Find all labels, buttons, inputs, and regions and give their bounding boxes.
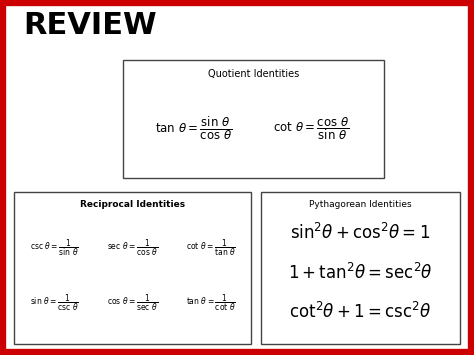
Text: $\sin^2\!\theta + \cos^2\!\theta = 1$: $\sin^2\!\theta + \cos^2\!\theta = 1$ xyxy=(290,223,430,243)
Text: REVIEW: REVIEW xyxy=(24,11,157,40)
Text: $\cot\,\theta = \dfrac{1}{\tan\,\theta}$: $\cot\,\theta = \dfrac{1}{\tan\,\theta}$ xyxy=(186,238,236,258)
Text: $\tan\,\theta = \dfrac{1}{\cot\,\theta}$: $\tan\,\theta = \dfrac{1}{\cot\,\theta}$ xyxy=(186,293,236,313)
FancyBboxPatch shape xyxy=(14,192,251,344)
FancyBboxPatch shape xyxy=(261,192,460,344)
Text: $\cot\,\theta = \dfrac{\cos\,\theta}{\sin\,\theta}$: $\cot\,\theta = \dfrac{\cos\,\theta}{\si… xyxy=(273,115,349,142)
Text: Reciprocal Identities: Reciprocal Identities xyxy=(80,200,185,208)
Text: $\tan\,\theta = \dfrac{\sin\,\theta}{\cos\,\theta}$: $\tan\,\theta = \dfrac{\sin\,\theta}{\co… xyxy=(155,115,232,142)
Text: $\cos\,\theta = \dfrac{1}{\sec\,\theta}$: $\cos\,\theta = \dfrac{1}{\sec\,\theta}$ xyxy=(107,293,158,313)
FancyBboxPatch shape xyxy=(123,60,384,178)
Text: $\cot^2\!\theta + 1 = \csc^2\!\theta$: $\cot^2\!\theta + 1 = \csc^2\!\theta$ xyxy=(289,302,431,322)
Text: $\csc\,\theta = \dfrac{1}{\sin\,\theta}$: $\csc\,\theta = \dfrac{1}{\sin\,\theta}$ xyxy=(30,238,79,258)
Text: Quotient Identities: Quotient Identities xyxy=(208,69,299,79)
Text: Pythagorean Identities: Pythagorean Identities xyxy=(309,200,411,208)
Text: $\sin\,\theta = \dfrac{1}{\csc\,\theta}$: $\sin\,\theta = \dfrac{1}{\csc\,\theta}$ xyxy=(30,293,79,313)
Text: $1 + \tan^2\!\theta = \sec^2\!\theta$: $1 + \tan^2\!\theta = \sec^2\!\theta$ xyxy=(288,263,433,283)
Text: $\sec\,\theta = \dfrac{1}{\cos\,\theta}$: $\sec\,\theta = \dfrac{1}{\cos\,\theta}$ xyxy=(107,238,158,258)
